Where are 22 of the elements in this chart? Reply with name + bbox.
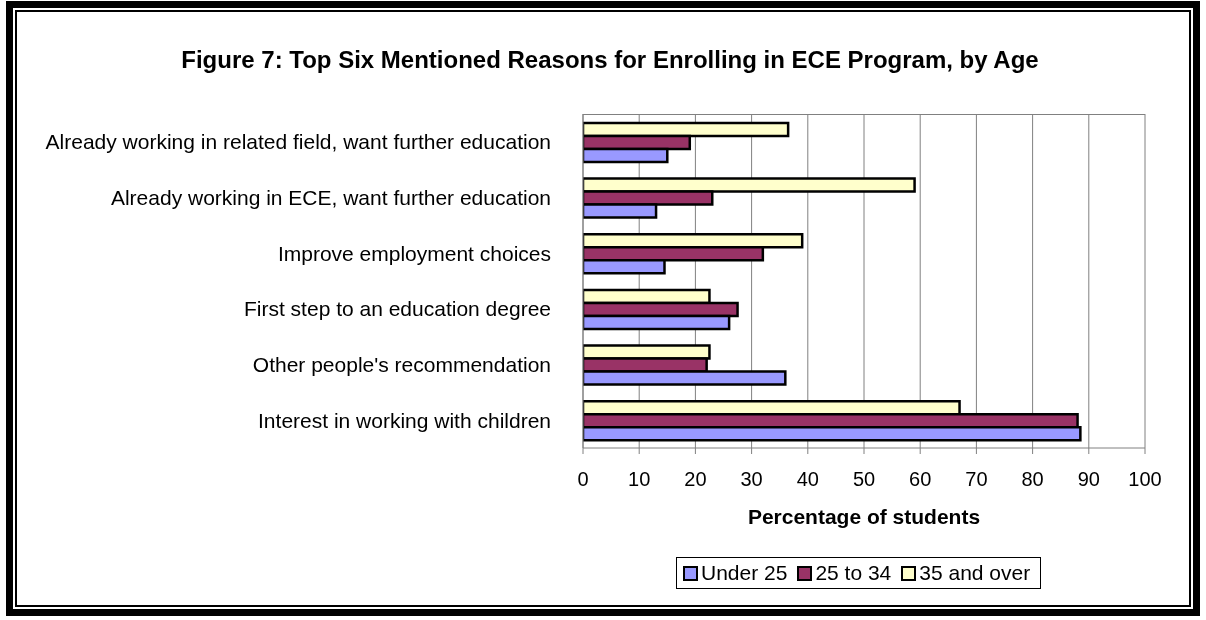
legend-label: 35 and over xyxy=(919,561,1031,585)
x-tick-label: 20 xyxy=(684,468,707,491)
y-tick-label: First step to an education degree xyxy=(243,297,551,321)
legend-label: Under 25 xyxy=(701,561,788,585)
x-tick-label: 50 xyxy=(852,468,876,491)
x-tick-label: 70 xyxy=(965,468,988,491)
x-tick-label: 0 xyxy=(577,468,589,491)
y-tick-label: Already working in ECE, want further education xyxy=(110,185,551,209)
x-tick-label: 30 xyxy=(740,468,763,491)
x-tick-label: 40 xyxy=(796,468,819,491)
y-tick-label: Improve employment choices xyxy=(277,241,551,265)
x-tick-label: 60 xyxy=(909,468,932,491)
x-tick-label: 100 xyxy=(1128,468,1162,491)
y-tick-label: Other people's recommendation xyxy=(252,352,551,376)
legend-label: 25 to 34 xyxy=(815,561,892,585)
y-tick-label: Already working in related field, want further education xyxy=(45,130,551,154)
x-tick-label: 90 xyxy=(1077,468,1100,491)
chart-title: Figure 7: Top Six Mentioned Reasons for Enrolling in ECE Program, by Age xyxy=(180,46,1040,74)
x-tick-label: 80 xyxy=(1021,468,1044,491)
x-tick-label: 10 xyxy=(628,468,651,491)
y-tick-label: Interest in working with children xyxy=(258,408,551,432)
x-axis-title: Percentage of students xyxy=(747,505,981,528)
